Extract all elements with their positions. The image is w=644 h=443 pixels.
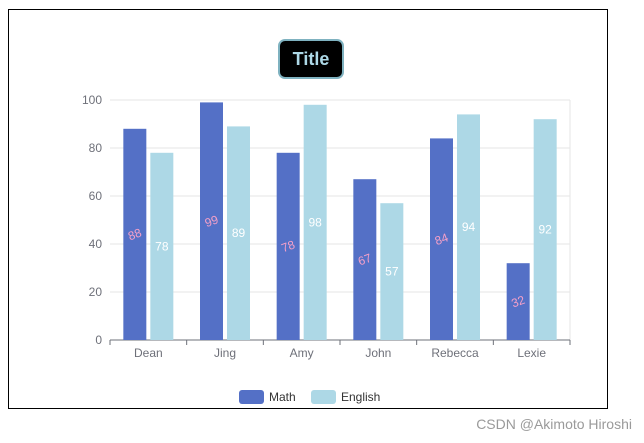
- x-tick-label: Lexie: [517, 346, 546, 360]
- bar-english[interactable]: [533, 119, 557, 340]
- bar-math[interactable]: [430, 138, 453, 340]
- data-label: 57: [385, 265, 399, 279]
- legend-label-english[interactable]: English: [341, 390, 380, 404]
- x-tick-label: John: [365, 346, 391, 360]
- data-label: 84: [433, 230, 451, 248]
- data-label: 78: [279, 237, 297, 255]
- data-label: 98: [308, 215, 322, 229]
- data-label: 88: [126, 225, 144, 243]
- y-tick-label: 80: [89, 141, 103, 155]
- watermark: CSDN @Akimoto Hiroshi: [476, 416, 632, 432]
- bar-english[interactable]: [457, 114, 480, 341]
- bar-english[interactable]: [227, 126, 250, 341]
- x-tick-label: Amy: [290, 346, 314, 360]
- legend-label-math[interactable]: Math: [269, 390, 296, 404]
- title-box: [278, 39, 344, 79]
- bar-chart: 0 20 40 60 80 100 Dean Jing Amy John Rebecca Lexie 8…: [82, 39, 571, 404]
- bar-english[interactable]: [150, 152, 174, 340]
- y-tick-label: 100: [82, 93, 102, 107]
- y-tick-label: 0: [95, 333, 102, 347]
- data-label: 99: [203, 212, 221, 230]
- bar-math[interactable]: [123, 128, 147, 340]
- data-label: 32: [509, 293, 527, 311]
- x-tick-label: Jing: [214, 346, 236, 360]
- bar-math[interactable]: [353, 179, 377, 340]
- bar-english[interactable]: [380, 203, 404, 340]
- bar-math[interactable]: [506, 263, 530, 340]
- data-label: 94: [462, 220, 476, 234]
- y-tick-label: 40: [89, 237, 103, 251]
- bar-english[interactable]: [303, 104, 327, 340]
- y-tick-label: 60: [89, 189, 103, 203]
- x-tick-label: Dean: [134, 346, 163, 360]
- legend-swatch-english[interactable]: [311, 390, 336, 404]
- data-label: 67: [356, 251, 374, 269]
- chart-title: Title: [293, 49, 330, 69]
- chart-frame: 0 20 40 60 80 100 Dean Jing Amy John Rebecca Lexie 8…: [8, 9, 608, 409]
- legend-swatch-math[interactable]: [239, 390, 264, 404]
- y-tick-label: 20: [89, 285, 103, 299]
- x-tick-label: Rebecca: [431, 346, 479, 360]
- bar-math[interactable]: [276, 152, 300, 340]
- data-label: 89: [232, 226, 246, 240]
- data-label: 92: [538, 223, 552, 237]
- bar-math[interactable]: [200, 102, 223, 341]
- data-label: 78: [155, 239, 169, 253]
